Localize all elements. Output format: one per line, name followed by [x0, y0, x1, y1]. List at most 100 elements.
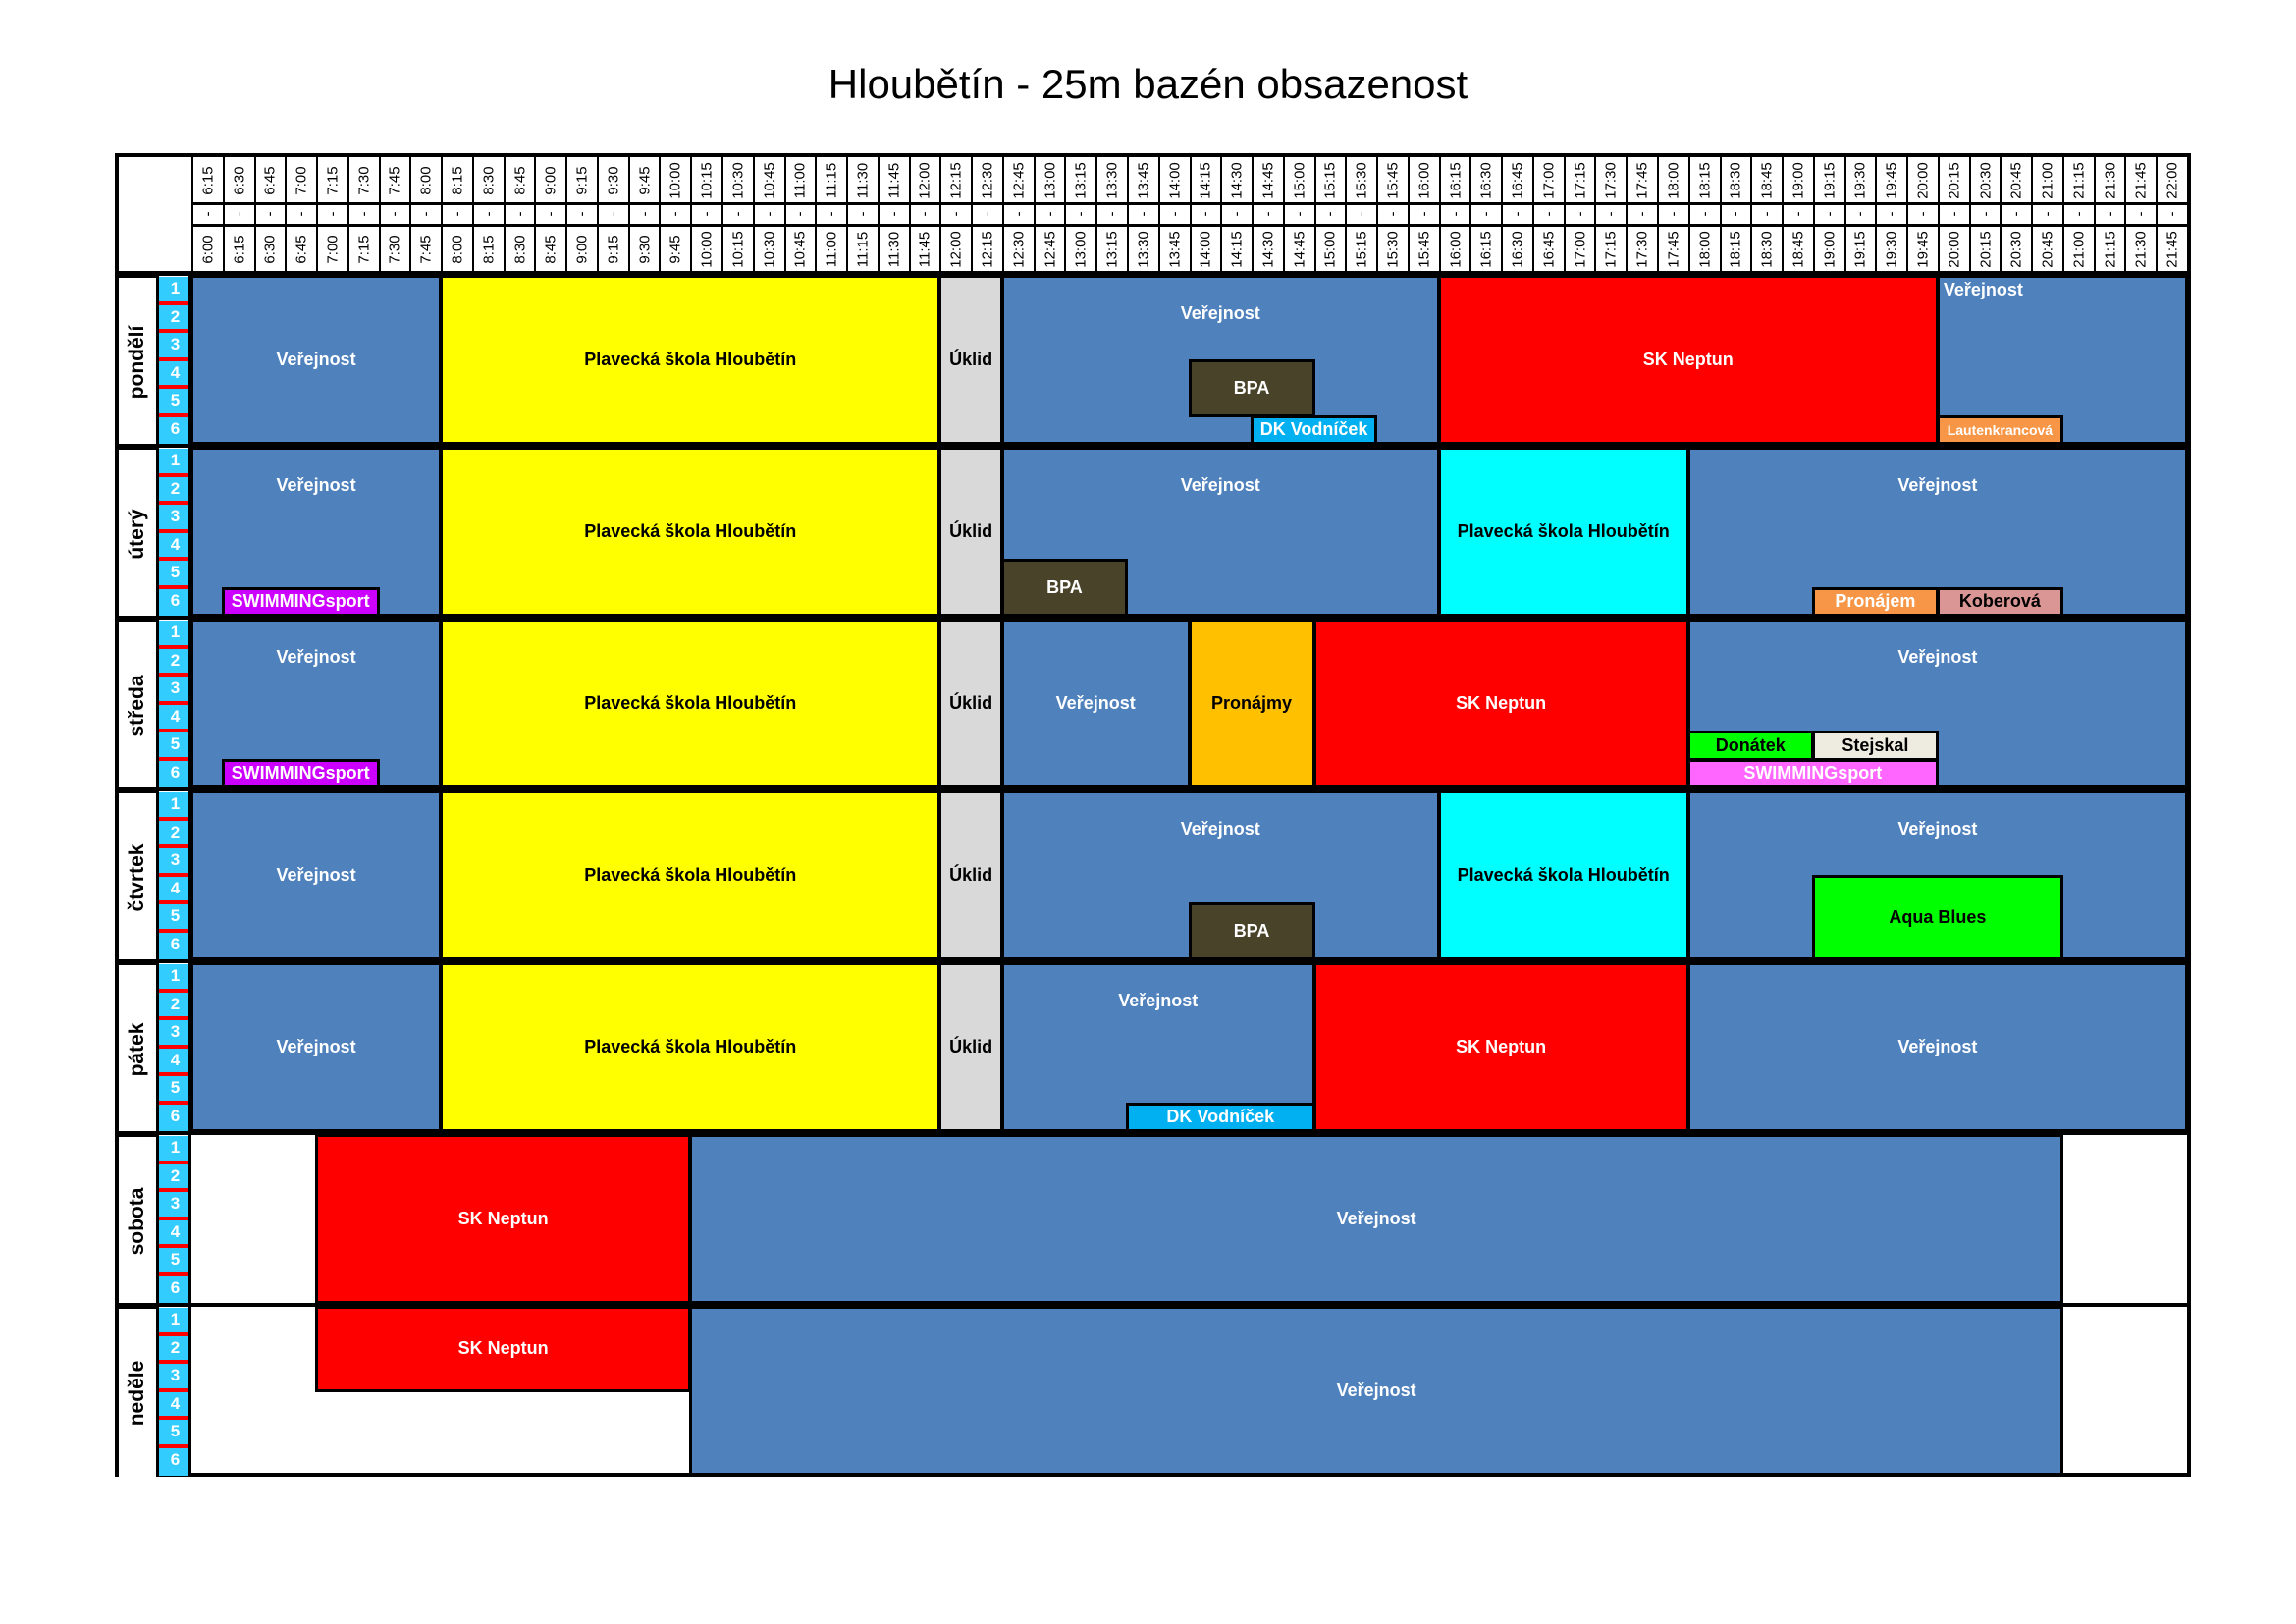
time-slot-separator: -: [1064, 203, 1096, 225]
time-slot-start-label: 8:45: [542, 235, 560, 264]
time-slot-separator: -: [783, 203, 816, 225]
day-label: pátek: [119, 961, 159, 1133]
time-slot-start: 15:15: [1345, 225, 1377, 274]
booking-block[interactable]: Pronájmy: [1188, 619, 1315, 788]
lane-number: 4: [159, 360, 191, 389]
booking-block[interactable]: Veřejnost: [689, 1306, 2063, 1476]
booking-block[interactable]: Úklid: [938, 962, 1003, 1132]
booking-block[interactable]: SK Neptun: [315, 1134, 692, 1304]
separator-label: -: [1727, 211, 1744, 217]
separator-label: -: [1509, 211, 1526, 217]
lane-number: 6: [159, 1275, 191, 1304]
booking-block[interactable]: SK Neptun: [1437, 275, 1939, 445]
time-slot-separator: -: [659, 203, 691, 225]
booking-block[interactable]: Plavecká škola Hloubětín: [440, 275, 941, 445]
booking-block[interactable]: SK Neptun: [315, 1306, 692, 1392]
lane-number: 6: [159, 760, 191, 788]
booking-block[interactable]: SWIMMINGsport: [221, 758, 380, 788]
time-slot-start-label: 13:30: [1135, 231, 1152, 268]
booking-block[interactable]: Plavecká škola Hloubětín: [440, 447, 941, 617]
booking-block[interactable]: Lautenkrancová: [1936, 414, 2063, 445]
booking-block[interactable]: Donátek: [1686, 731, 1814, 761]
time-slot-separator: -: [721, 203, 753, 225]
time-slot-start: 19:30: [1875, 225, 1907, 274]
separator-label: -: [1789, 211, 1807, 217]
booking-block[interactable]: Plavecká škola Hloubětín: [1437, 447, 1689, 617]
time-slot-start-label: 19:15: [1851, 231, 1869, 268]
time-slot-end-label: 12:45: [1010, 161, 1028, 199]
booking-label: Plavecká škola Hloubětín: [584, 865, 797, 885]
booking-block[interactable]: BPA: [1188, 358, 1315, 417]
day-label: úterý: [119, 446, 159, 618]
booking-block[interactable]: Veřejnost: [689, 1134, 2063, 1304]
time-slot-end-label: 7:30: [355, 165, 373, 195]
time-slot-start-label: 14:45: [1291, 231, 1308, 268]
booking-block[interactable]: SWIMMINGsport: [221, 586, 380, 617]
booking-label: Plavecká škola Hloubětín: [584, 350, 797, 369]
time-slot-start: 18:00: [1687, 225, 1720, 274]
booking-block[interactable]: BPA: [1188, 902, 1315, 960]
time-slot-start-label: 21:15: [2102, 231, 2119, 268]
time-slot-end: 11:45: [877, 157, 909, 203]
time-slot-end: 15:30: [1345, 157, 1377, 203]
time-slot-separator: -: [565, 203, 597, 225]
booking-block[interactable]: Úklid: [938, 275, 1003, 445]
time-slot-end-label: 8:15: [449, 165, 466, 195]
booking-block[interactable]: SK Neptun: [1312, 962, 1689, 1132]
booking-block[interactable]: DK Vodníček: [1125, 1102, 1315, 1132]
booking-block[interactable]: Veřejnost: [190, 962, 443, 1132]
separator-label: -: [1291, 211, 1308, 217]
booking-block[interactable]: Úklid: [938, 790, 1003, 960]
time-slot-end-label: 21:00: [2039, 161, 2056, 199]
booking-block[interactable]: Plavecká škola Hloubětín: [1437, 790, 1689, 960]
time-slot-end: 16:30: [1469, 157, 1502, 203]
separator-label: -: [1415, 211, 1433, 217]
time-slot-start: 11:15: [846, 225, 878, 274]
day-divider: [119, 616, 2187, 620]
time-slot-end-label: 8:30: [480, 165, 498, 195]
separator-label: -: [355, 211, 373, 217]
booking-block[interactable]: Pronájem: [1811, 586, 1939, 617]
booking-block[interactable]: Veřejnost: [190, 790, 443, 960]
separator-label: -: [261, 211, 279, 217]
booking-label: Plavecká škola Hloubětín: [1457, 865, 1670, 885]
separator-label: -: [1477, 211, 1495, 217]
separator-label: -: [480, 211, 498, 217]
separator-label: -: [1540, 211, 1558, 217]
booking-block[interactable]: Úklid: [938, 447, 1003, 617]
time-slot-start-label: 7:45: [417, 235, 435, 264]
booking-block[interactable]: Veřejnost: [1000, 619, 1191, 788]
time-slot-start: 11:45: [908, 225, 940, 274]
booking-block[interactable]: BPA: [1000, 559, 1128, 617]
time-slot-start: 7:30: [378, 225, 410, 274]
time-slot-start: 16:45: [1531, 225, 1564, 274]
booking-block[interactable]: Stejskal: [1811, 731, 1939, 761]
time-slot-separator: -: [1875, 203, 1907, 225]
time-slot-start-label: 7:15: [355, 235, 373, 264]
booking-label: Plavecká škola Hloubětín: [584, 521, 797, 541]
day-label: sobota: [119, 1133, 159, 1305]
time-slot-end-label: 6:15: [199, 165, 217, 195]
booking-block[interactable]: Plavecká škola Hloubětín: [440, 790, 941, 960]
booking-block[interactable]: SK Neptun: [1312, 619, 1689, 788]
booking-block[interactable]: DK Vodníček: [1251, 414, 1378, 445]
time-slot-end-label: 11:15: [823, 162, 840, 198]
time-slot-end-label: 9:45: [636, 165, 654, 195]
booking-block[interactable]: Koberová: [1936, 586, 2063, 617]
booking-block[interactable]: SWIMMINGsport: [1686, 758, 1939, 788]
booking-block[interactable]: Plavecká škola Hloubětín: [440, 962, 941, 1132]
booking-block[interactable]: Úklid: [938, 619, 1003, 788]
booking-label: Veřejnost: [276, 1037, 356, 1056]
separator-label: -: [761, 211, 778, 217]
time-slot-start: 7:45: [409, 225, 442, 274]
time-slot-start-label: 15:00: [1321, 231, 1339, 268]
separator-label: -: [605, 211, 622, 217]
booking-block[interactable]: Veřejnost: [190, 275, 443, 445]
time-slot-separator: -: [908, 203, 940, 225]
booking-block[interactable]: Aqua Blues: [1811, 874, 2063, 960]
booking-block[interactable]: Veřejnost: [1686, 962, 2188, 1132]
time-slot-separator: -: [1812, 203, 1844, 225]
time-slot-start: 21:15: [2093, 225, 2125, 274]
time-slot-end-label: 9:30: [605, 165, 622, 195]
booking-block[interactable]: Plavecká škola Hloubětín: [440, 619, 941, 788]
